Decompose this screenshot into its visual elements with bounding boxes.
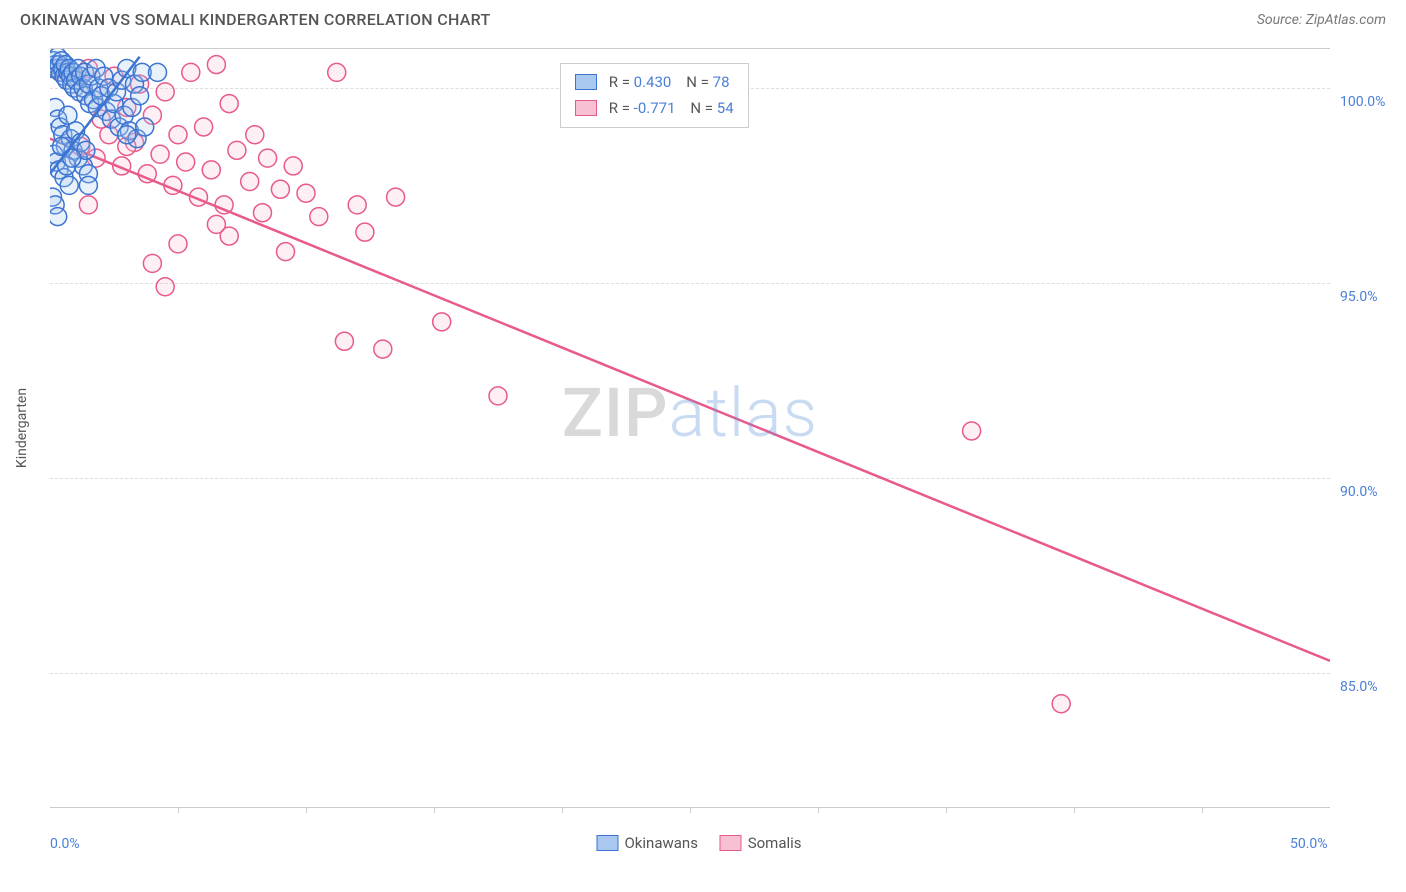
data-point (246, 126, 264, 144)
data-point (136, 118, 154, 136)
data-point (241, 173, 259, 191)
data-point (60, 176, 78, 194)
data-point (207, 56, 225, 74)
data-point (387, 188, 405, 206)
data-point (131, 87, 149, 105)
data-point (195, 118, 213, 136)
data-point (177, 153, 195, 171)
data-point (297, 184, 315, 202)
data-point (253, 204, 271, 222)
y-tick-label: 95.0% (1340, 289, 1400, 305)
data-point (156, 83, 174, 101)
data-point (79, 196, 97, 214)
chart-area: Kindergarten 100.0%95.0%90.0%85.0% ZIPat… (50, 48, 1330, 808)
data-point (328, 63, 346, 81)
y-tick-label: 100.0% (1340, 94, 1400, 110)
x-tick (306, 807, 307, 813)
data-point (335, 332, 353, 350)
data-point (182, 63, 200, 81)
data-point (151, 145, 169, 163)
data-point (169, 126, 187, 144)
data-point (277, 243, 295, 261)
data-point (228, 141, 246, 159)
y-tick-label: 90.0% (1340, 484, 1400, 500)
stats-legend: R = 0.430 N = 78 R = -0.771 N = 54 (560, 63, 749, 128)
data-point (202, 161, 220, 179)
data-point (50, 208, 67, 226)
trend-line (50, 139, 1330, 661)
y-tick-label: 85.0% (1340, 679, 1400, 695)
data-point (220, 95, 238, 113)
x-tick (946, 807, 947, 813)
scatter-plot (50, 49, 1330, 809)
x-tick (690, 807, 691, 813)
data-point (259, 149, 277, 167)
data-point (169, 235, 187, 253)
series-legend: Okinawans Somalis (578, 834, 801, 852)
x-tick (1202, 807, 1203, 813)
data-point (963, 422, 981, 440)
data-point (207, 215, 225, 233)
data-point (284, 157, 302, 175)
data-point (433, 313, 451, 331)
data-point (143, 254, 161, 272)
x-tick-label: 0.0% (50, 836, 80, 852)
data-point (118, 126, 136, 144)
x-tick (1074, 807, 1075, 813)
data-point (156, 278, 174, 296)
chart-title: OKINAWAN VS SOMALI KINDERGARTEN CORRELAT… (20, 10, 491, 29)
source-attribution: Source: ZipAtlas.com (1257, 12, 1386, 28)
x-tick (562, 807, 563, 813)
x-tick-label: 50.0% (1290, 836, 1328, 852)
data-point (348, 196, 366, 214)
data-point (149, 63, 167, 81)
data-point (356, 223, 374, 241)
x-tick (818, 807, 819, 813)
data-point (271, 180, 289, 198)
data-point (79, 176, 97, 194)
y-axis-label: Kindergarten (14, 388, 30, 468)
x-tick (434, 807, 435, 813)
data-point (310, 208, 328, 226)
data-point (1052, 695, 1070, 713)
x-tick (178, 807, 179, 813)
data-point (374, 340, 392, 358)
data-point (489, 387, 507, 405)
